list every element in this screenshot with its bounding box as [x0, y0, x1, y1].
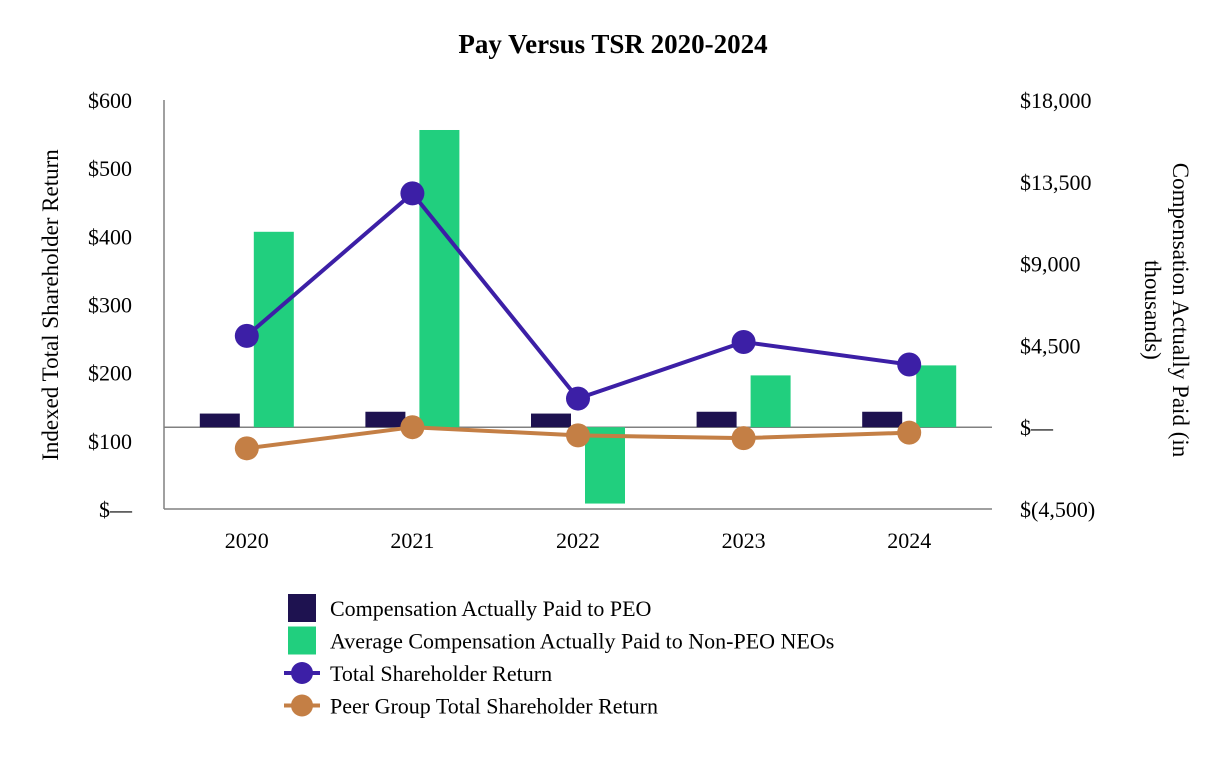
bar-peo — [531, 413, 571, 428]
legend-label: Peer Group Total Shareholder Return — [330, 694, 658, 719]
chart-title: Pay Versus TSR 2020-2024 — [458, 29, 767, 59]
point-tsr — [566, 386, 590, 411]
bars-layer — [199, 129, 957, 504]
legend-swatch — [288, 594, 316, 622]
x-tick-label: 2022 — [556, 528, 600, 553]
point-peer-tsr — [566, 423, 590, 448]
left-tick-label: $200 — [88, 361, 132, 386]
x-tick-label: 2020 — [225, 528, 269, 553]
bar-non-peo — [750, 375, 791, 428]
point-peer-tsr — [400, 415, 425, 440]
bar-non-peo — [585, 427, 625, 504]
legend-label: Average Compensation Actually Paid to No… — [330, 629, 834, 654]
right-tick-label: $4,500 — [1020, 333, 1081, 358]
left-tick-label: $600 — [88, 88, 132, 113]
right-tick-label: $18,000 — [1020, 88, 1092, 113]
point-tsr — [234, 323, 259, 348]
right-tick-label: $(4,500) — [1020, 497, 1095, 522]
bar-non-peo — [253, 231, 294, 428]
legend-marker — [291, 662, 313, 684]
left-tick-label: $500 — [88, 156, 132, 181]
bar-peo — [696, 411, 737, 428]
right-tick-label: $— — [1020, 415, 1054, 440]
series-line-tsr — [245, 190, 910, 401]
legend: Compensation Actually Paid to PEO Average… — [284, 594, 834, 719]
right-axis-label-line-1: Compensation Actually Paid (in — [1168, 163, 1193, 458]
x-tick-label: 2024 — [887, 528, 931, 553]
point-tsr — [897, 352, 922, 377]
right-tick-label: $13,500 — [1020, 170, 1092, 195]
point-peer-tsr — [234, 436, 259, 461]
bar-non-peo — [419, 129, 460, 428]
bar-non-peo — [916, 365, 957, 428]
x-tick-label: 2023 — [722, 528, 766, 553]
lines-layer — [234, 181, 922, 461]
bar-peo — [365, 411, 406, 428]
right-axis-label-line-2: thousands) — [1140, 260, 1165, 360]
left-tick-label: $— — [99, 497, 133, 522]
point-peer-tsr — [731, 426, 756, 451]
legend-marker — [291, 694, 313, 717]
point-tsr — [731, 329, 756, 354]
left-axis-label: Indexed Total Shareholder Return — [38, 149, 63, 461]
left-tick-label: $400 — [88, 224, 132, 249]
bar-peo — [199, 413, 240, 428]
right-axis-label: Compensation Actually Paid (in thousands… — [1140, 163, 1193, 458]
x-tick-label: 2021 — [390, 528, 434, 553]
legend-swatch — [288, 626, 316, 655]
left-tick-label: $300 — [88, 293, 132, 318]
legend-label: Total Shareholder Return — [330, 661, 552, 686]
bar-peo — [862, 411, 903, 428]
point-peer-tsr — [897, 420, 922, 445]
legend-label: Compensation Actually Paid to PEO — [330, 596, 651, 621]
point-tsr — [400, 181, 425, 206]
ticks-layer: $— $100 $200 $300 $400 $500 $600 $(4,500) $— $4,5… — [88, 88, 1095, 553]
left-tick-label: $100 — [88, 429, 132, 454]
right-tick-label: $9,000 — [1020, 252, 1081, 277]
